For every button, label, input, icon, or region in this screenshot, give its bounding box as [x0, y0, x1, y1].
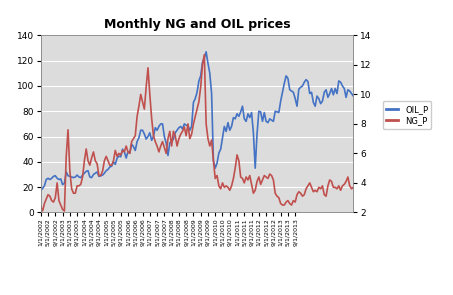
- OIL_P: [189, 125, 194, 128]
- OIL_P: [267, 117, 272, 121]
- NG_P: [320, 184, 325, 188]
- OIL_P: [153, 126, 158, 130]
- NG_P: [40, 209, 45, 213]
- OIL_P: [38, 189, 43, 192]
- NG_P: [351, 186, 356, 189]
- Title: Monthly NG and OIL prices: Monthly NG and OIL prices: [104, 19, 290, 32]
- OIL_P: [211, 159, 216, 162]
- NG_P: [38, 205, 43, 208]
- Legend: OIL_P, NG_P: OIL_P, NG_P: [382, 101, 431, 129]
- NG_P: [212, 177, 218, 180]
- OIL_P: [318, 102, 323, 105]
- OIL_P: [203, 50, 209, 54]
- Line: OIL_P: OIL_P: [41, 52, 353, 190]
- NG_P: [269, 174, 274, 177]
- NG_P: [191, 122, 196, 126]
- NG_P: [202, 53, 207, 56]
- NG_P: [280, 203, 285, 207]
- NG_P: [154, 144, 160, 148]
- OIL_P: [278, 99, 284, 103]
- Line: NG_P: NG_P: [41, 55, 353, 211]
- OIL_P: [351, 94, 356, 98]
